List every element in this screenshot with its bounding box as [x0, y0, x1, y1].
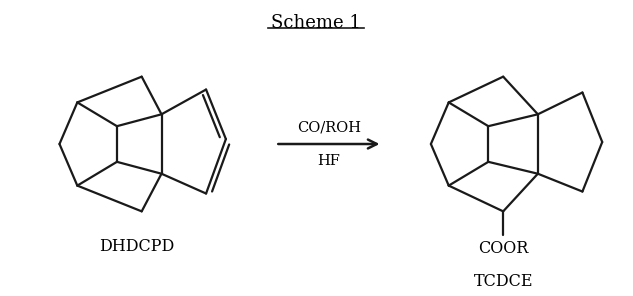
Text: CO/ROH: CO/ROH: [297, 120, 361, 134]
Text: COOR: COOR: [478, 240, 529, 257]
Text: DHDCPD: DHDCPD: [99, 238, 174, 255]
Text: TCDCE: TCDCE: [473, 273, 533, 290]
Text: HF: HF: [317, 154, 341, 168]
Text: Scheme 1: Scheme 1: [271, 14, 361, 32]
